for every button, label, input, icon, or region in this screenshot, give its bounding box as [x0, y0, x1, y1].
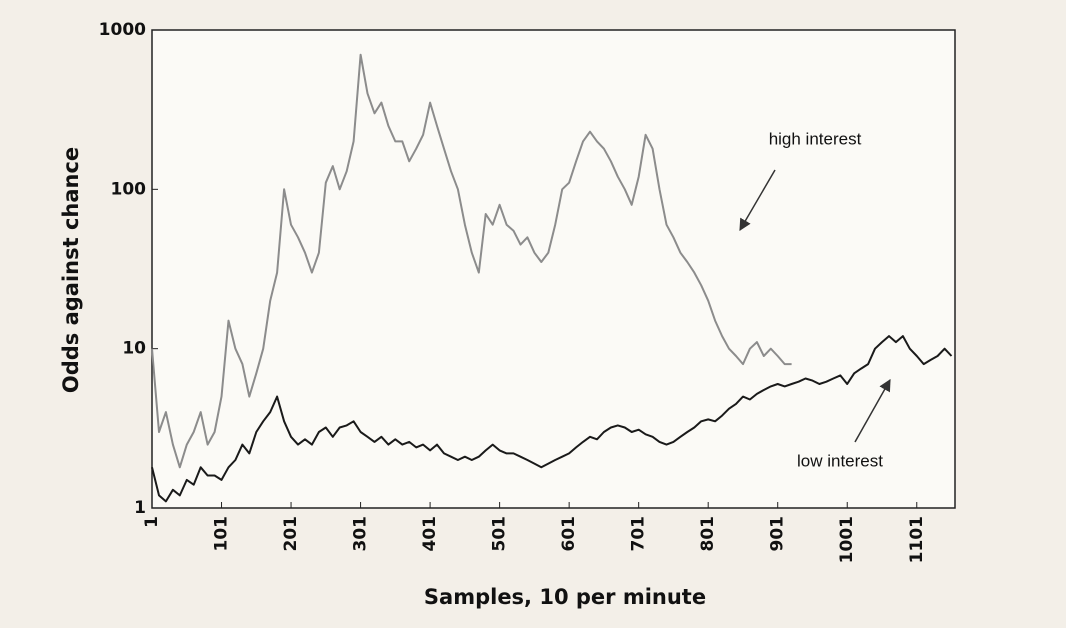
x-tick-label: 801 [698, 516, 718, 552]
annotation-arrow [739, 169, 776, 232]
x-tick-label: 501 [490, 516, 510, 552]
x-tick-label: 1001 [837, 516, 857, 563]
x-tick-label: 1101 [907, 516, 927, 563]
annotation: low interest [797, 451, 883, 470]
x-tick-label: 401 [420, 516, 440, 552]
x-axis-label: Samples, 10 per minute [424, 585, 706, 609]
line-series [151, 53, 792, 469]
x-tick-label: 701 [629, 516, 649, 552]
line-series [151, 335, 953, 503]
y-tick-label: 1000 [99, 20, 146, 40]
x-tick-label: 601 [559, 516, 579, 552]
x-tick-label: 301 [351, 516, 371, 552]
x-tick-label: 1 [142, 516, 162, 528]
x-tick-label: 101 [212, 516, 232, 552]
annotation: high interest [769, 129, 862, 148]
plot-area [151, 29, 956, 509]
y-tick-label: 1 [134, 498, 146, 518]
y-axis-label: Odds against chance [59, 147, 83, 393]
x-tick-label: 901 [768, 516, 788, 552]
y-tick-label: 100 [111, 179, 147, 199]
x-tick-label: 201 [281, 516, 301, 552]
y-tick-label: 10 [122, 339, 146, 359]
annotation-arrow [854, 378, 891, 443]
